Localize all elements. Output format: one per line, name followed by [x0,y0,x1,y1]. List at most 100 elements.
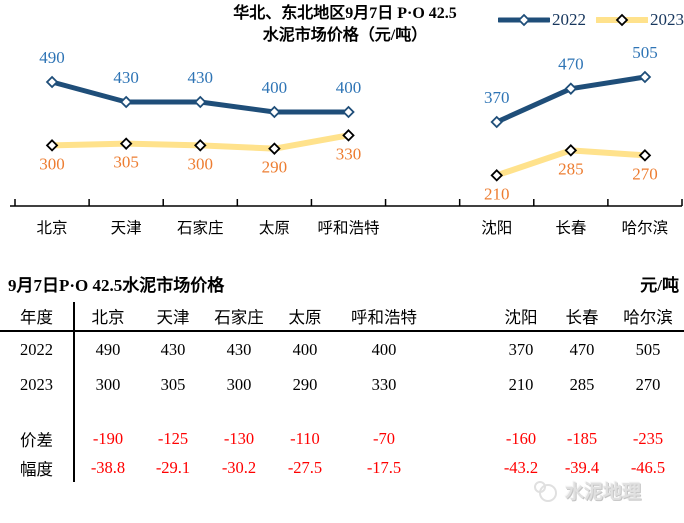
table-value: -46.5 [630,457,666,477]
series-2023-value-label: 285 [558,159,584,178]
series-2022-value-label: 430 [113,68,139,87]
table-header-spacer [431,302,490,332]
series-2022-marker [342,105,355,119]
series-2023-marker [564,144,578,157]
series-2022-marker [119,95,133,109]
table-row-spacer [431,332,490,368]
x-axis-label: 长春 [555,219,586,237]
table-value: -17.5 [366,457,402,477]
table-value: 210 [508,375,534,394]
legend-item-2022: 2022 [498,10,586,30]
x-axis-label: 沈阳 [481,219,512,237]
table-spacer-cell [612,402,684,424]
legend-label: 2023 [650,10,684,29]
table-value: 370 [508,340,534,359]
table-value: 290 [292,375,318,394]
table-value: 430 [226,340,252,359]
table-value: 305 [160,375,186,394]
table-header-沈阳: 沈阳 [490,302,552,332]
series-2023-value-label: 300 [39,154,65,173]
table-spacer-cell [273,402,337,424]
series-2022-marker [638,70,652,84]
table-header-北京: 北京 [75,302,141,332]
legend-item-2023: 2023 [596,10,684,30]
price-table-section: 9月7日P·O 42.5水泥市场价格 元/吨 年度 北京 天津 石家庄 太原 呼和浩特 沈阳… [0,270,684,482]
series-2023-value-label: 210 [484,184,510,203]
table-value: -43.2 [503,457,539,477]
table-value: -38.8 [90,457,126,477]
table-value: 285 [569,375,595,394]
table-value: -70 [373,428,395,448]
table-value: 270 [635,375,661,394]
table-value: 330 [371,375,397,394]
x-axis-label: 太原 [259,219,290,237]
x-axis-label: 石家庄 [177,219,224,237]
price-table: 年度 北京 天津 石家庄 太原 呼和浩特 沈阳 长春 哈尔滨 2022 490 430 430 400 40… [0,302,684,482]
table-spacer-cell [431,402,490,424]
table-header-石家庄: 石家庄 [205,302,273,332]
series-2022-marker [194,95,207,109]
series-2023-marker [490,169,503,182]
price-chart: 北京 天津 石家庄 太原 呼和浩特 沈阳 长春 哈尔滨 490 430 430 400 400 370 47… [0,0,684,252]
table-spacer-cell [205,402,273,424]
series-2022-marker [564,82,578,95]
cement-geography-logo-icon [534,480,557,502]
series-2022-value-label: 400 [262,78,288,97]
series-2022-marker [45,75,59,89]
table-value: 400 [371,340,397,359]
table-spacer-cell [490,402,552,424]
table-spacer-cell [75,402,141,424]
series-2023-marker [638,149,652,162]
series-2023-marker [194,139,207,152]
table-row-spacer [431,368,490,402]
watermark: 水泥地理 [530,477,641,504]
series-2023-value-label: 305 [113,153,139,172]
table-value: 490 [95,340,121,359]
table-row-label-2023: 2023 [0,368,75,402]
table-value: -125 [157,428,189,448]
series-2023-marker [342,129,355,142]
series-2023-value-label: 330 [336,144,362,163]
table-value: 400 [292,340,318,359]
series-2023-marker [119,137,133,150]
table-value: 300 [95,375,121,394]
line-chart-canvas: 北京 天津 石家庄 太原 呼和浩特 沈阳 长春 哈尔滨 490 430 430 400 400 370 47… [10,43,683,237]
series-2023-marker [268,142,281,155]
table-value: 470 [569,340,595,359]
legend-swatch-icon [498,13,550,27]
table-header-哈尔滨: 哈尔滨 [612,302,684,332]
table-value: -27.5 [287,457,323,477]
chart-title-line2: 水泥市场价格（元/吨） [262,27,428,44]
chart-title-line1: 华北、东北地区9月7日 P·O 42.5 [233,5,457,22]
chart-legend: 2022 2023 [498,10,684,30]
table-title: 9月7日P·O 42.5水泥市场价格 [8,275,225,295]
series-2022-value-label: 470 [558,55,584,74]
table-spacer-rowlabel [0,402,75,424]
table-header-长春: 长春 [552,302,612,332]
table-corner-label: 年度 [0,302,75,332]
x-axis-label: 呼和浩特 [317,219,379,237]
chart-title: 华北、东北地区9月7日 P·O 42.5 水泥市场价格（元/吨） [95,3,595,47]
x-axis-label: 天津 [111,219,142,237]
table-value: -110 [290,428,320,448]
table-value: -29.1 [155,457,191,477]
table-value: 430 [160,340,186,359]
series-2022-value-label: 370 [484,88,510,107]
table-row-label-2022: 2022 [0,332,75,368]
series-2023-marker [45,139,59,152]
table-header-呼和浩特: 呼和浩特 [337,302,431,332]
series-2022-marker [268,105,281,119]
table-value: 300 [226,375,252,394]
table-value: -130 [223,428,255,448]
series-2022-value-label: 490 [39,48,65,67]
table-value: -235 [632,428,664,448]
series-2022-value-label: 505 [632,43,658,62]
table-spacer-cell [552,402,612,424]
x-axis-label: 哈尔滨 [622,219,669,237]
series-2023-value-label: 300 [188,154,214,173]
table-row-spacer [431,453,490,482]
table-header-太原: 太原 [273,302,337,332]
x-axis-label: 北京 [37,219,68,237]
table-value: -39.4 [564,457,600,477]
